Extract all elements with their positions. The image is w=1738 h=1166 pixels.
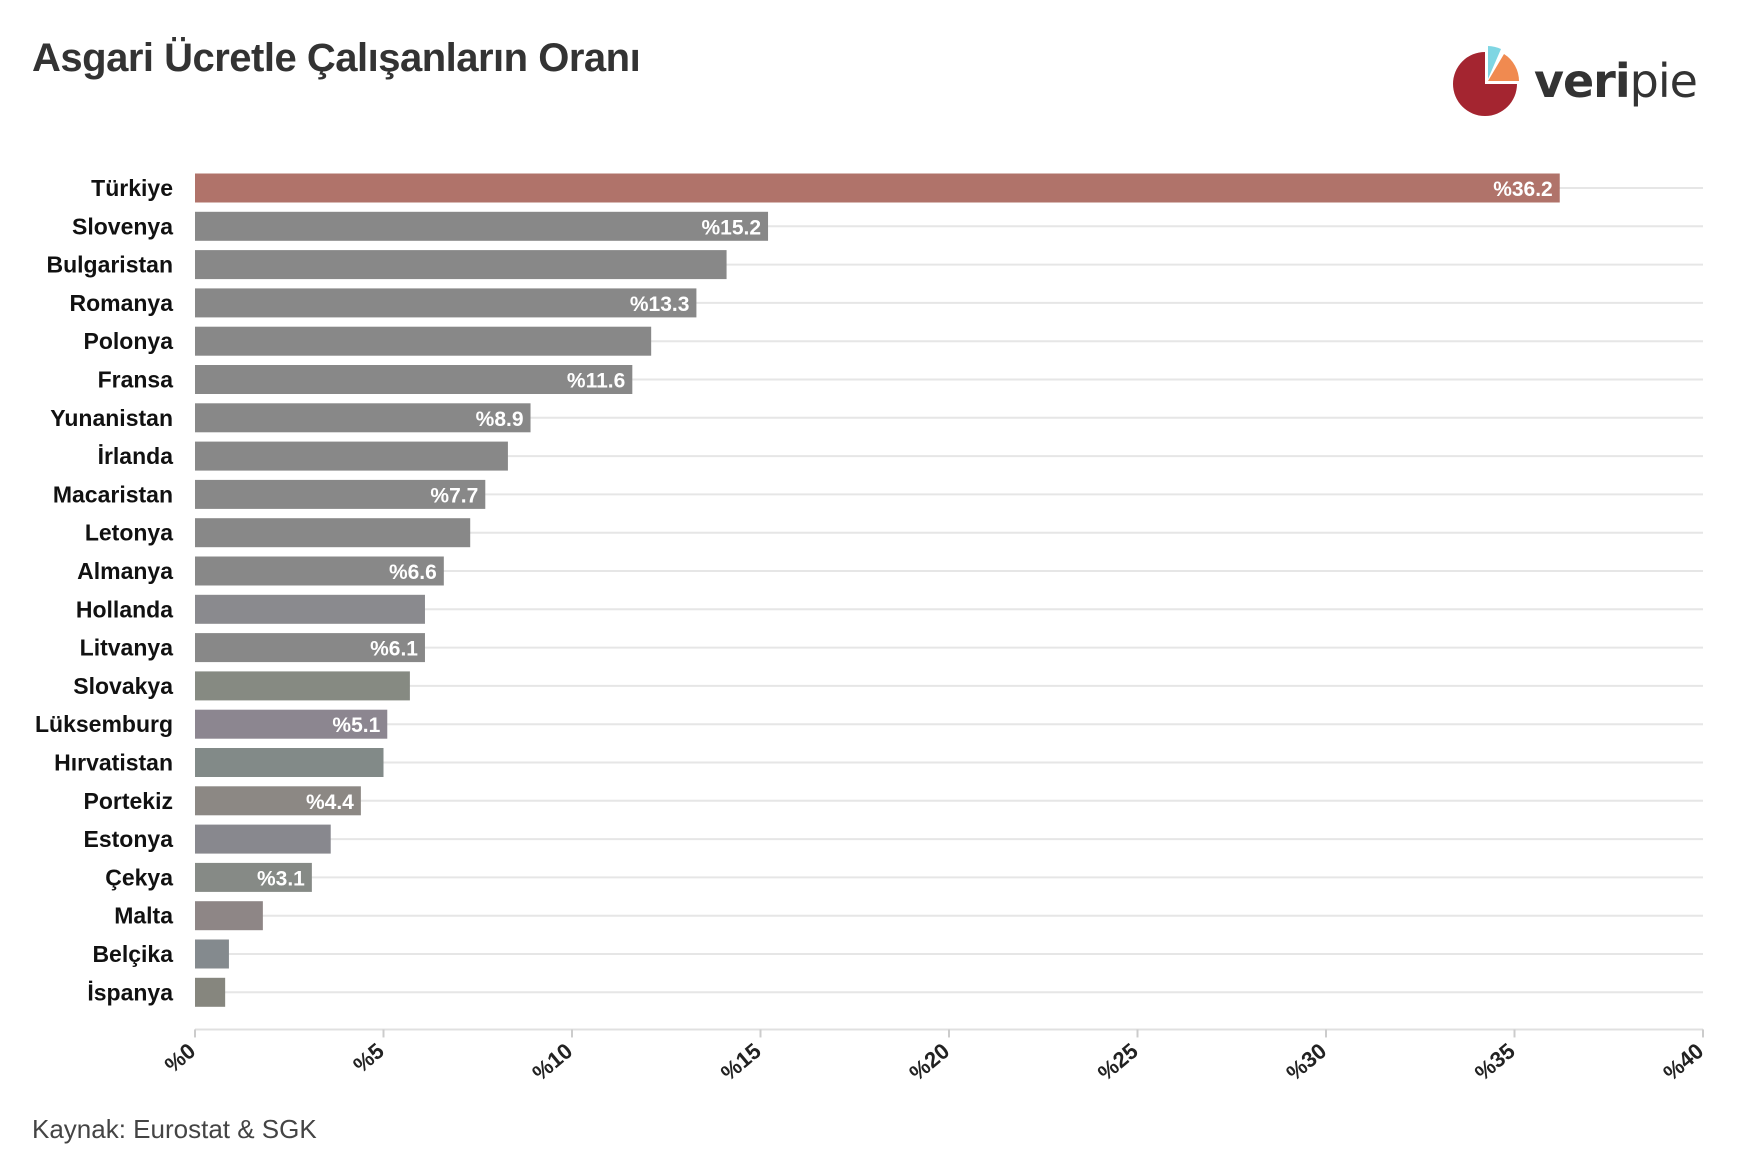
data-label: %6.6 <box>389 561 437 584</box>
category-label: Hollanda <box>76 596 173 622</box>
bar <box>195 441 508 471</box>
category-label: Yunanistan <box>50 405 173 431</box>
bar <box>195 748 384 777</box>
bar <box>195 518 471 548</box>
bar <box>195 786 361 816</box>
data-label: %6.1 <box>370 638 418 661</box>
bar <box>195 173 1560 203</box>
pie-chart-logo-icon <box>1453 46 1519 116</box>
category-label: Letonya <box>85 520 173 546</box>
bar <box>195 633 425 663</box>
bar <box>195 824 331 854</box>
x-tick-label: %25 <box>1093 1038 1143 1085</box>
x-tick-label: %35 <box>1470 1038 1520 1085</box>
category-label: Türkiye <box>91 175 173 201</box>
bar <box>195 211 769 241</box>
bar <box>195 556 444 586</box>
bar-chart: %0 %5 %10 %15 %20 %25 %30 %35 %40 Türkiye %36.2 Slo… <box>35 173 1708 1086</box>
category-label: Belçika <box>92 941 173 967</box>
data-label: %5.1 <box>332 714 380 737</box>
data-label: %15.2 <box>701 216 761 239</box>
bar <box>195 901 263 931</box>
category-label: Slovenya <box>72 213 173 239</box>
data-label: %36.2 <box>1493 178 1553 201</box>
bar <box>195 671 410 701</box>
bar <box>195 479 486 509</box>
bar <box>195 326 652 356</box>
category-label: İrlanda <box>98 443 174 469</box>
category-label: Malta <box>114 903 173 929</box>
category-label: Macaristan <box>53 481 173 507</box>
category-label: Litvanya <box>80 635 174 661</box>
bar <box>195 594 425 624</box>
category-label: Almanya <box>77 558 173 584</box>
category-label: Fransa <box>98 367 174 393</box>
brand-logo: veripie <box>1452 46 1712 126</box>
x-tick-label: %0 <box>160 1038 200 1078</box>
category-label: İspanya <box>87 979 173 1005</box>
category-label: Slovakya <box>73 673 173 699</box>
data-label: %3.1 <box>257 867 305 890</box>
bar <box>195 977 226 1007</box>
source-note: Kaynak: Eurostat & SGK <box>32 1114 317 1144</box>
bar <box>195 403 531 433</box>
category-label: Çekya <box>105 864 173 890</box>
bar <box>195 862 312 892</box>
logo-text: veripie <box>1534 54 1698 108</box>
x-tick-label: %20 <box>904 1038 954 1085</box>
x-tick-label: %15 <box>716 1038 766 1085</box>
chart-title: Asgari Ücretle Çalışanların Oranı <box>32 36 641 80</box>
category-label: Bulgaristan <box>46 252 173 278</box>
category-label: Polonya <box>84 328 174 354</box>
x-tick-label: %10 <box>527 1038 577 1085</box>
data-label: %13.3 <box>630 293 690 316</box>
x-tick-label: %5 <box>348 1038 388 1078</box>
data-label: %7.7 <box>430 484 478 507</box>
bar <box>195 250 727 280</box>
category-label: Portekiz <box>84 788 173 814</box>
bar <box>195 939 229 969</box>
category-label: Lüksemburg <box>35 711 173 737</box>
category-label: Hırvatistan <box>54 750 173 776</box>
data-label: %8.9 <box>476 408 524 431</box>
category-label: Romanya <box>69 290 173 316</box>
data-label: %11.6 <box>567 370 625 393</box>
bar <box>195 365 633 394</box>
bar <box>195 709 388 739</box>
category-label: Estonya <box>84 826 174 852</box>
x-tick-label: %30 <box>1281 1038 1331 1085</box>
bar <box>195 288 697 318</box>
x-tick-label: %40 <box>1658 1038 1708 1085</box>
data-label: %4.4 <box>306 791 354 814</box>
